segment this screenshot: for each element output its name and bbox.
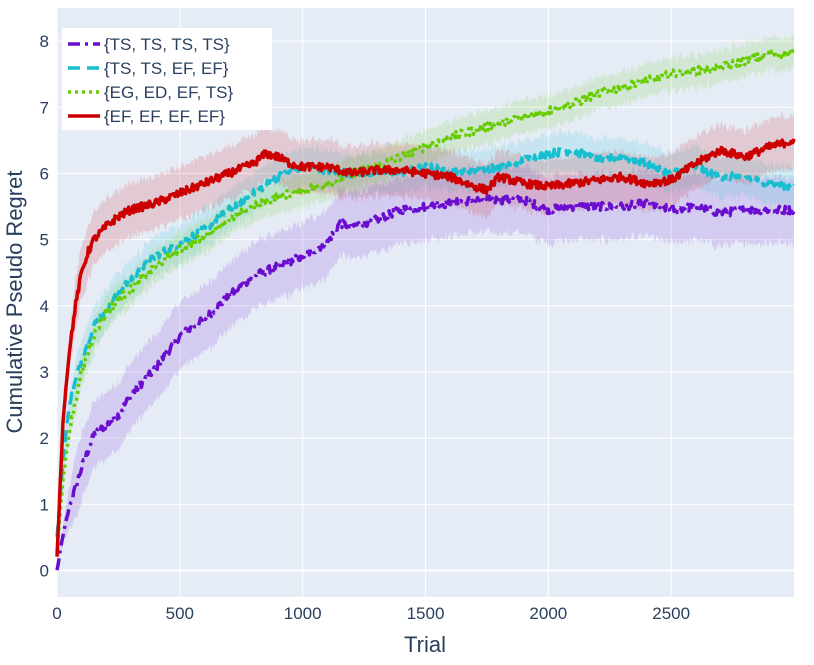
- y-tick-label: 1: [40, 495, 49, 514]
- x-tick-label: 1000: [284, 604, 322, 623]
- legend-label: {TS, TS, TS, TS}: [104, 35, 230, 54]
- legend-label: {EG, ED, EF, TS}: [104, 83, 233, 102]
- y-axis-title: Cumulative Pseudo Regret: [2, 171, 27, 434]
- y-tick-label: 3: [40, 363, 49, 382]
- x-tick-label: 2000: [529, 604, 567, 623]
- confidence-band: [57, 33, 794, 553]
- series-line: [55, 194, 796, 571]
- legend-label: {TS, TS, EF, EF}: [104, 59, 229, 78]
- legend: {TS, TS, TS, TS} {TS, TS, EF, EF} {EG, ED,…: [62, 28, 272, 130]
- y-tick-label: 4: [40, 297, 49, 316]
- y-tick-label: 7: [40, 98, 49, 117]
- y-tick-label: 6: [40, 164, 49, 183]
- y-tick-label: 5: [40, 231, 49, 250]
- x-tick-label: 0: [52, 604, 61, 623]
- confidence-band: [57, 127, 794, 538]
- x-tick-label: 2500: [652, 604, 690, 623]
- confidence-band: [57, 161, 794, 572]
- y-tick-label: 0: [40, 562, 49, 581]
- x-axis-ticks: 0 500 1000 1500 2000 2500: [52, 604, 690, 623]
- x-tick-label: 1500: [407, 604, 445, 623]
- x-tick-label: 500: [166, 604, 194, 623]
- grid: [56, 8, 794, 597]
- y-tick-label: 8: [40, 32, 49, 51]
- y-axis-ticks: 0 1 2 3 4 5 6 7 8: [40, 32, 49, 580]
- series-line: [55, 138, 796, 557]
- x-axis-title: Trial: [404, 632, 446, 657]
- series-line: [55, 48, 795, 552]
- y-tick-label: 2: [40, 429, 49, 448]
- legend-label: {EF, EF, EF, EF}: [104, 107, 225, 126]
- series-lines: [55, 48, 796, 571]
